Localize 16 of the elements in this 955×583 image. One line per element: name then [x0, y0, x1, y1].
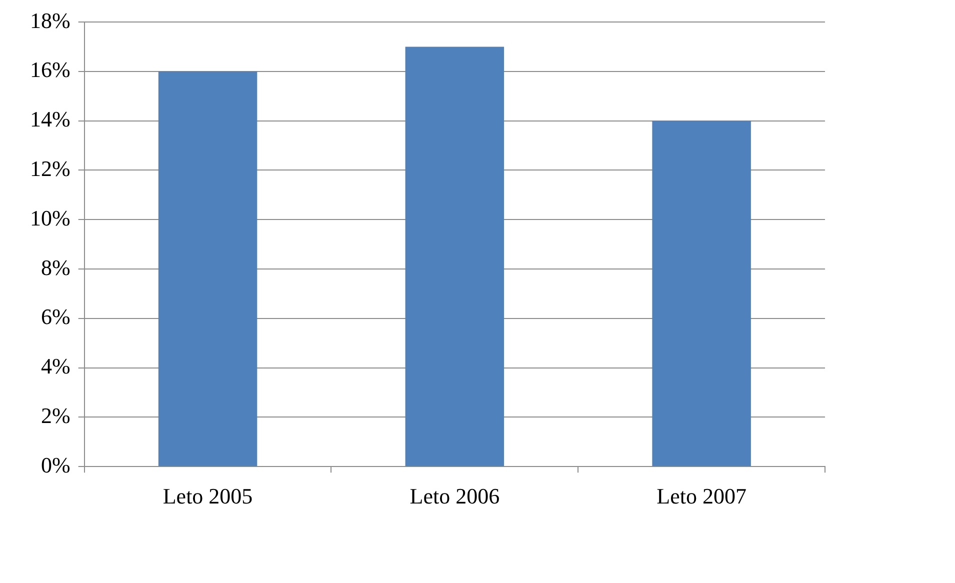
x-tick-label: Leto 2007: [656, 484, 746, 509]
x-tick-label: Leto 2006: [410, 484, 500, 509]
bar: [158, 71, 258, 466]
y-tick-label: 0%: [41, 452, 70, 478]
y-tick-label: 4%: [41, 354, 70, 379]
y-tick-label: 10%: [30, 205, 70, 230]
y-tick-label: 16%: [30, 57, 70, 82]
y-tick-label: 18%: [30, 8, 70, 33]
bar: [405, 46, 504, 466]
bar: [652, 120, 751, 466]
y-tick-label: 8%: [41, 254, 70, 280]
x-tick-label: Leto 2005: [162, 484, 253, 509]
y-tick-label: 6%: [41, 304, 70, 330]
y-tick-label: 12%: [30, 156, 70, 181]
y-tick-label: 2%: [41, 402, 70, 428]
y-tick-label: 14%: [30, 106, 70, 132]
